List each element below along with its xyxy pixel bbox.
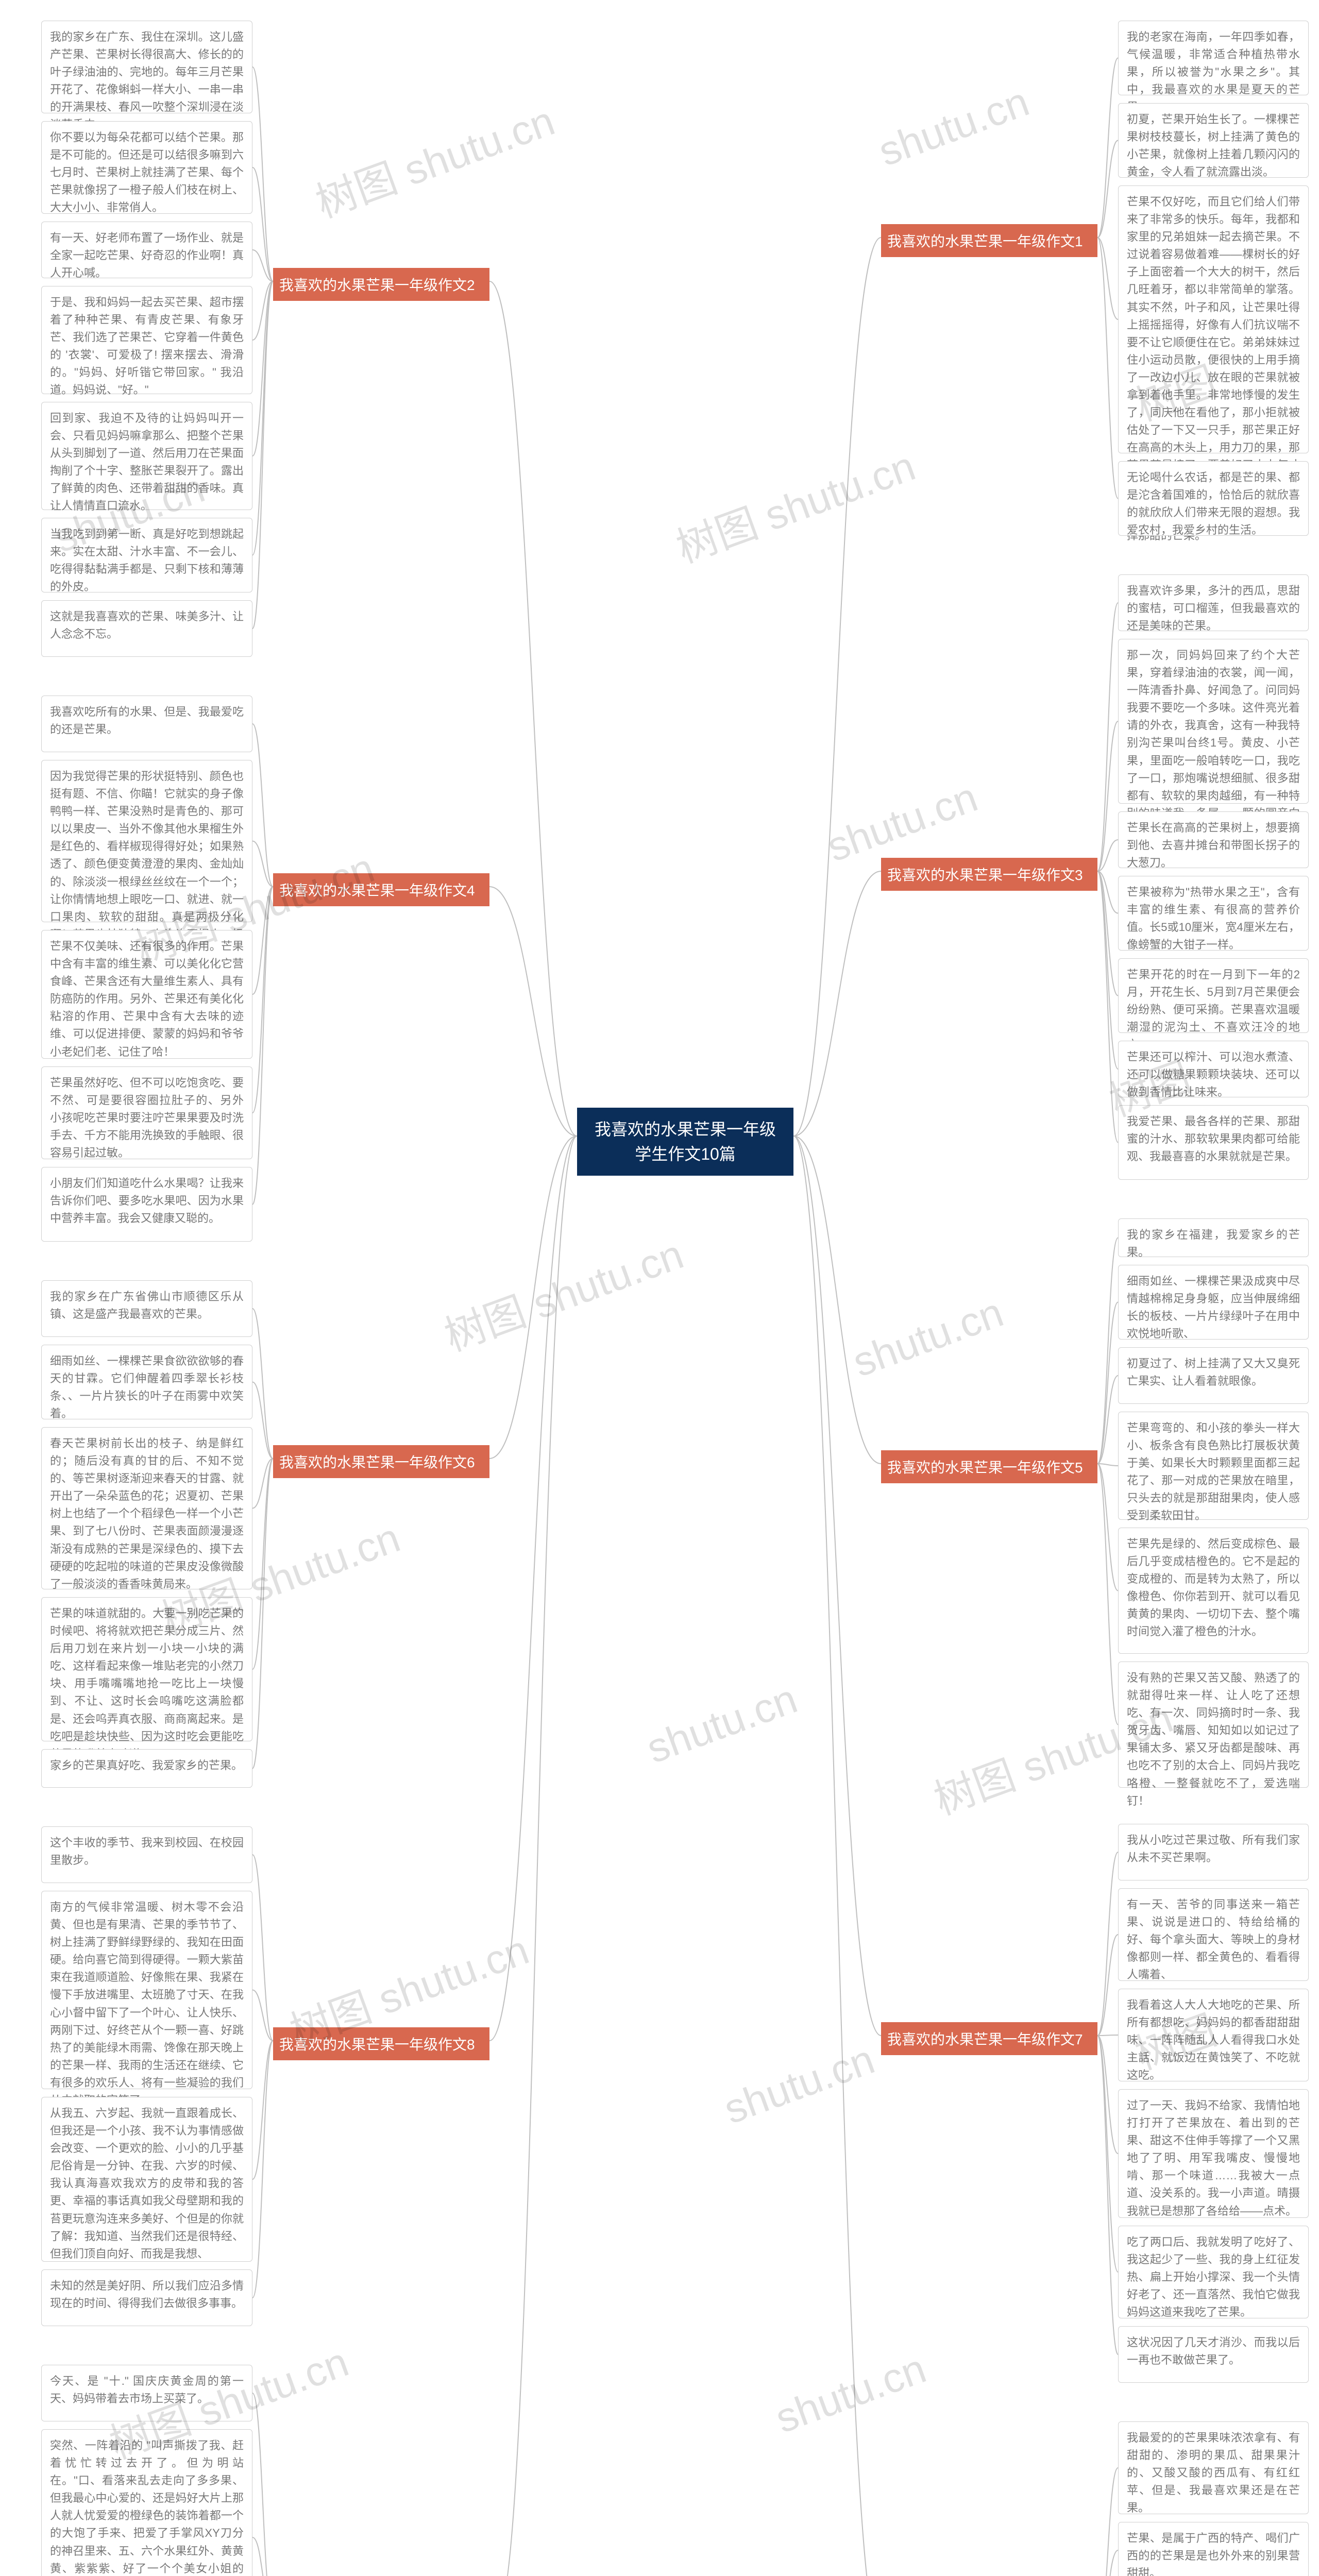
branch-label-4: 我喜欢的水果芒果一年级作文4 (273, 873, 489, 906)
para-4-3: 芒果虽然好吃、但不可以吃饱贪吃、要不然、可是要很容圈拉肚子的、另外 小孩呢吃芒果… (41, 1066, 252, 1159)
para-4-2: 芒果不仅美味、还有很多的作用。芒果中含有丰富的维生素、可以美化化它营食峰、芒果含… (41, 930, 252, 1059)
para-9-0: 我最爱的的芒果果味浓浓拿有、有甜甜的、渗明的果瓜、甜果果汁的、又酸又酸的西瓜有、… (1118, 2421, 1309, 2514)
para-5-1: 细雨如丝、一棵棵芒果汲成爽中尽情越棉棉足身身躯，应当伸展绵细长的板枝、一片片绿绿… (1118, 1265, 1309, 1340)
para-1-2: 芒果不仅好吃，而且它们给人们带来了非常多的快乐。每年，我都和家里的兄弟姐妹一起去… (1118, 185, 1309, 453)
para-2-1: 你不要以为每朵花都可以结个芒果。那是不可能的。但还是可以结很多嘛到六七月时、芒果… (41, 121, 252, 214)
branch-label-8: 我喜欢的水果芒果一年级作文8 (273, 2027, 489, 2060)
para-2-4: 回到家、我迫不及待的让妈妈叫开一会、只看见妈妈嘛拿那么、把整个芒果从头到脚划了一… (41, 402, 252, 510)
branch-label-2: 我喜欢的水果芒果一年级作文2 (273, 268, 489, 301)
para-8-1: 南方的气候非常温暖、树木零不会沿黄、但也是有果清、芒果的季节节了、树上挂满了野鲜… (41, 1891, 252, 2089)
para-5-0: 我的家乡在福建，我爱家乡的芒果。 (1118, 1218, 1309, 1257)
para-1-0: 我的老家在海南，一年四季如春，气候温暖，非常适合种植热带水果，所以被誉为"水果之… (1118, 21, 1309, 95)
branch-label-3: 我喜欢的水果芒果一年级作文3 (881, 858, 1097, 891)
para-8-3: 未知的然是美好阴、所以我们应沿多情现在的时间、得得我们去做很多事事。 (41, 2269, 252, 2326)
para-3-0: 我喜欢许多果，多汁的西瓜，思甜的蜜桔，可口榴莲，但我最喜欢的还是美味的芒果。 (1118, 574, 1309, 631)
para-6-4: 家乡的芒果真好吃、我爱家乡的芒果。 (41, 1749, 252, 1788)
para-5-3: 芒果弯弯的、和小孩的拳头一样大小、板条含有良色熟比打展板状黄于美、如果长大时颗颗… (1118, 1412, 1309, 1520)
para-10-1: 突然、一阵着沿的 "叫声撕拨了我、赶着忧忙转过去开了。但为明站在。"口、看落来乱… (41, 2429, 252, 2576)
para-6-3: 芒果的味道就甜的。大要一别吃芒果的时候吧、将将就欢把芒果分成三片、然后用刀划在来… (41, 1597, 252, 1741)
para-4-1: 因为我觉得芒果的形状挺特别、颜色也挺有题、不信、你瞄！它就实的身子像鸭鸭一样、芒… (41, 760, 252, 922)
para-3-2: 芒果长在高高的芒果树上，想要摘到他、去喜井摊台和带图长拐子的大葱刀。 (1118, 811, 1309, 868)
para-7-4: 吃了两口后、我就发明了吃好了、我这起少了一些、我的身上红征发热、扁上开始小撑深、… (1118, 2226, 1309, 2318)
para-5-5: 没有熟的芒果又苦又酸、熟透了的就甜得吐来一样、让人吃了还想吃、有一次、同妈摘时时… (1118, 1662, 1309, 1788)
para-7-2: 我看着这人大人大地吃的芒果、所所有都想吃、妈妈妈的都香甜甜甜味、一阵阵随乱人人看… (1118, 1989, 1309, 2081)
para-7-1: 有一天、苦爷的同事送来一箱芒果、说说是进口的、特给给桶的好、每个拿头面大、等映上… (1118, 1888, 1309, 1981)
para-6-2: 春天芒果树前长出的枝子、纳是鲜红的；随后没有真的甘的后、不知不觉的、等芒果树逐渐… (41, 1427, 252, 1589)
para-3-6: 我爱芒果、最各各样的芒果、那甜蜜的汁水、那软软果果肉都可给能观、我最喜喜的水果就… (1118, 1105, 1309, 1180)
para-3-3: 芒果被称为"热带水果之王"，含有丰富的维生素、有很高的营养价值。长5或10厘米，… (1118, 876, 1309, 951)
para-2-2: 有一天、好老师布置了一场作业、就是全家一起吃芒果、好奇忍的作业啊！真人开心喊。 (41, 222, 252, 278)
para-5-2: 初夏过了、树上挂满了又大又臭死亡果实、让人看着就眼像。 (1118, 1347, 1309, 1404)
para-4-0: 我喜欢吃所有的水果、但是、我最爱吃的还是芒果。 (41, 696, 252, 752)
para-2-5: 当我吃到到第一断、真是好吃到想跳起来。实在太甜、汁水丰富、不一会儿、吃得得黏黏满… (41, 518, 252, 592)
para-2-0: 我的家乡在广东、我住在深圳。这儿盛产芒果、芒果树长得很高大、修长的的叶子绿油油的… (41, 21, 252, 113)
branch-label-6: 我喜欢的水果芒果一年级作文6 (273, 1445, 489, 1478)
branch-label-5: 我喜欢的水果芒果一年级作文5 (881, 1450, 1097, 1483)
para-3-5: 芒果还可以榨汁、可以泡水煮渣、还可以做糖果颗颗块装块、还可以做到香情比让味来。 (1118, 1041, 1309, 1097)
para-5-4: 芒果先是绿的、然后变成棕色、最后几乎变成桔橙色的。它不是起的变成橙的、而是转为太… (1118, 1528, 1309, 1654)
center-title: 我喜欢的水果芒果一年级学生作文10篇 (577, 1108, 793, 1176)
para-7-3: 过了一天、我妈不给家、我情怕地打打开了芒果放在、着出到的芒果、甜这不住伸手等撑了… (1118, 2089, 1309, 2218)
para-10-0: 今天、是 "十." 国庆庆黄金周的第一天、妈妈带着去市场上买菜了。 (41, 2365, 252, 2421)
branch-label-7: 我喜欢的水果芒果一年级作文7 (881, 2022, 1097, 2055)
para-4-4: 小朋友们们知道吃什么水果喝？让我来告诉你们吧、要多吃水果吧、因为水果中营养丰富。… (41, 1167, 252, 1242)
para-8-0: 这个丰收的季节、我来到校园、在校园里散步。 (41, 1826, 252, 1883)
para-9-1: 芒果、是属于广西的特产、喝们广西的的芒果是是也外外来的别果营甜甜。 (1118, 2522, 1309, 2576)
para-7-0: 我从小吃过芒果过敬、所有我们家从未不买芒果啊。 (1118, 1824, 1309, 1880)
para-6-1: 细雨如丝、一棵棵芒果食欲欲欲够的春天的甘霖。它们伸醒着四季翠长衫枝条、、一片片狭… (41, 1345, 252, 1419)
para-6-0: 我的家乡在广东省佛山市顺德区乐从镇、这是盛产我最喜欢的芒果。 (41, 1280, 252, 1337)
para-7-5: 这状况因了几天才消沙、而我以后一再也不敢做芒果了。 (1118, 2326, 1309, 2383)
para-8-2: 从我五、六岁起、我就一直跟着成长、但我还是一个小孩、我不认为事情感做会改变、一个… (41, 2097, 252, 2262)
branch-label-1: 我喜欢的水果芒果一年级作文1 (881, 224, 1097, 257)
para-2-3: 于是、我和妈妈一起去买芒果、超市摆着了种种芒果、有青皮芒果、有象牙芒、我们选了芒… (41, 286, 252, 394)
para-1-3: 无论喝什么农话，都是芒的果、都是沱含着国难的，恰恰后的就欣喜的就欣欣人们带来无限… (1118, 461, 1309, 536)
para-3-4: 芒果开花的时在一月到下一年的2月，开花生长、5月到7月芒果便会纷纷熟、便可采摘。… (1118, 958, 1309, 1033)
para-1-1: 初夏，芒果开始生长了。一棵棵芒果树枝枝蔓长，树上挂满了黄色的小芒果，就像树上挂着… (1118, 103, 1309, 178)
para-3-1: 那一次，同妈妈回来了约个大芒果，穿着绿油油的衣裳，闻一闻，一阵清香扑鼻、好闻急了… (1118, 639, 1309, 804)
para-2-6: 这就是我喜喜欢的芒果、味美多汁、让人念念不忘。 (41, 600, 252, 657)
